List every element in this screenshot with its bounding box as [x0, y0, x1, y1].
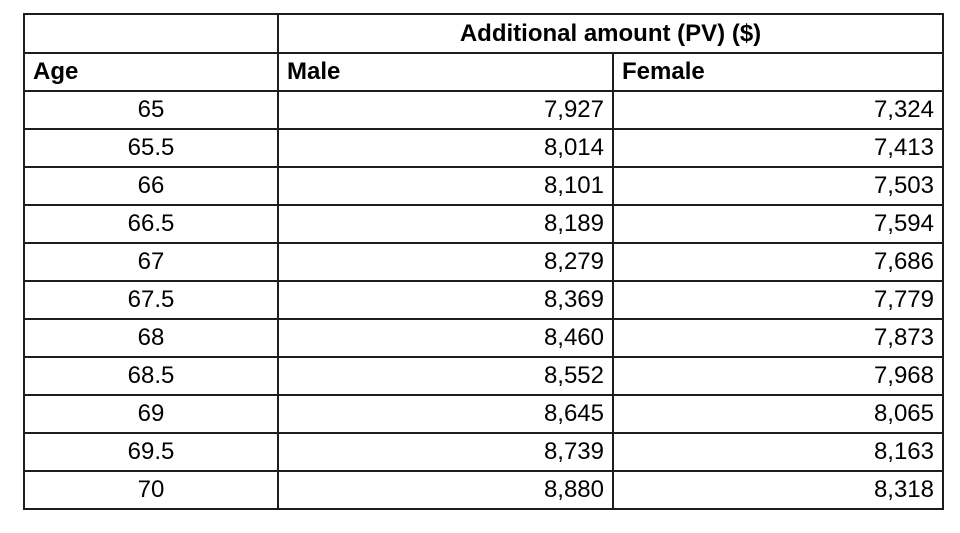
table-row: 67.5 8,369 7,779: [23, 280, 944, 320]
female-amount-cell: 7,686: [612, 242, 944, 282]
table-row: 69 8,645 8,065: [23, 394, 944, 434]
female-amount-cell: 7,503: [612, 166, 944, 206]
male-amount-cell: 8,279: [277, 242, 614, 282]
male-amount-cell: 8,369: [277, 280, 614, 320]
age-cell: 65: [23, 90, 279, 130]
table-row: 67 8,279 7,686: [23, 242, 944, 282]
table-row: 70 8,880 8,318: [23, 470, 944, 510]
age-cell: 68: [23, 318, 279, 358]
female-amount-cell: 7,779: [612, 280, 944, 320]
age-cell: 66: [23, 166, 279, 206]
male-amount-cell: 8,552: [277, 356, 614, 396]
female-amount-cell: 7,873: [612, 318, 944, 358]
column-header-male: Male: [277, 52, 614, 92]
table-row: 65.5 8,014 7,413: [23, 128, 944, 168]
pv-annuity-table-container: Additional amount (PV) ($) Age Male Fema…: [23, 13, 944, 510]
table-title: Additional amount (PV) ($): [277, 13, 944, 54]
column-header-age: Age: [23, 52, 279, 92]
pv-annuity-table: Additional amount (PV) ($) Age Male Fema…: [23, 13, 944, 510]
age-cell: 69.5: [23, 432, 279, 472]
female-amount-cell: 8,065: [612, 394, 944, 434]
age-cell: 65.5: [23, 128, 279, 168]
age-cell: 66.5: [23, 204, 279, 244]
age-cell: 67.5: [23, 280, 279, 320]
column-header-row: Age Male Female: [23, 52, 944, 92]
male-amount-cell: 8,460: [277, 318, 614, 358]
age-cell: 67: [23, 242, 279, 282]
column-header-female: Female: [612, 52, 944, 92]
female-amount-cell: 7,324: [612, 90, 944, 130]
male-amount-cell: 8,739: [277, 432, 614, 472]
corner-empty-cell: [23, 13, 279, 54]
male-amount-cell: 8,189: [277, 204, 614, 244]
age-cell: 69: [23, 394, 279, 434]
female-amount-cell: 7,594: [612, 204, 944, 244]
table-row: 68.5 8,552 7,968: [23, 356, 944, 396]
merged-header-row: Additional amount (PV) ($): [23, 13, 944, 54]
male-amount-cell: 8,880: [277, 470, 614, 510]
female-amount-cell: 8,163: [612, 432, 944, 472]
pv-table-body: Additional amount (PV) ($) Age Male Fema…: [23, 13, 944, 510]
table-row: 69.5 8,739 8,163: [23, 432, 944, 472]
table-row: 68 8,460 7,873: [23, 318, 944, 358]
table-row: 66 8,101 7,503: [23, 166, 944, 206]
age-cell: 68.5: [23, 356, 279, 396]
female-amount-cell: 7,413: [612, 128, 944, 168]
female-amount-cell: 8,318: [612, 470, 944, 510]
male-amount-cell: 7,927: [277, 90, 614, 130]
male-amount-cell: 8,645: [277, 394, 614, 434]
male-amount-cell: 8,014: [277, 128, 614, 168]
table-row: 66.5 8,189 7,594: [23, 204, 944, 244]
male-amount-cell: 8,101: [277, 166, 614, 206]
age-cell: 70: [23, 470, 279, 510]
female-amount-cell: 7,968: [612, 356, 944, 396]
table-row: 65 7,927 7,324: [23, 90, 944, 130]
